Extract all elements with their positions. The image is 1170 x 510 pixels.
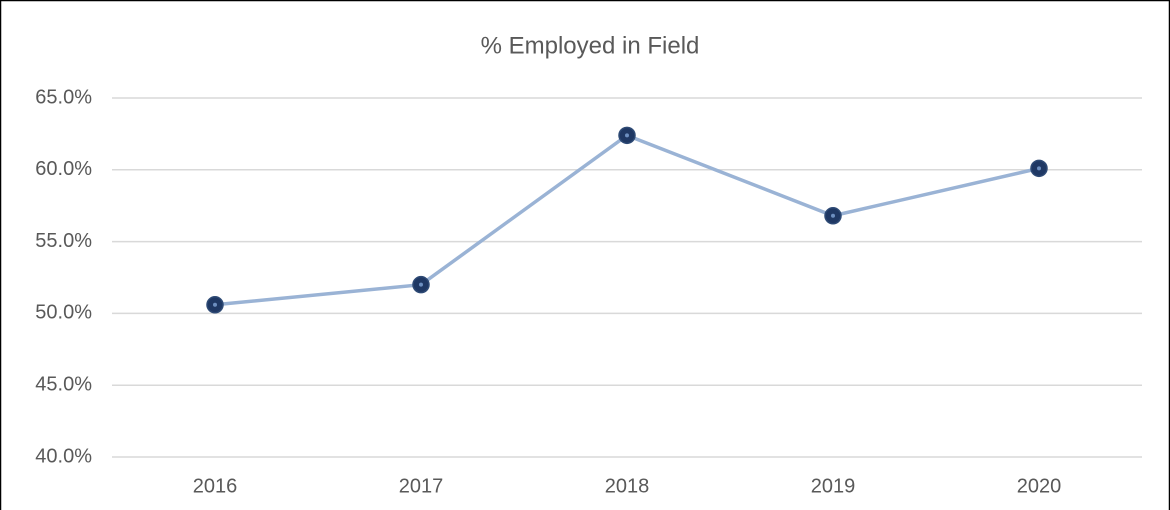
- y-tick-label: 50.0%: [35, 302, 92, 324]
- x-tick-label: 2016: [193, 475, 238, 497]
- marker-center: [831, 213, 835, 218]
- chart-title: % Employed in Field: [481, 32, 700, 59]
- marker-center: [625, 133, 629, 138]
- marker-center: [419, 282, 423, 287]
- y-tick-label: 60.0%: [35, 158, 92, 180]
- marker-center: [213, 302, 217, 307]
- y-tick-label: 65.0%: [35, 86, 92, 108]
- x-tick-label: 2019: [811, 475, 856, 497]
- x-tick-label: 2020: [1017, 475, 1062, 497]
- y-tick-label: 45.0%: [35, 373, 92, 395]
- y-tick-label: 55.0%: [35, 230, 92, 252]
- y-tick-label: 40.0%: [35, 445, 92, 467]
- x-tick-label: 2018: [605, 475, 650, 497]
- x-tick-label: 2017: [399, 475, 444, 497]
- marker-center: [1037, 166, 1041, 171]
